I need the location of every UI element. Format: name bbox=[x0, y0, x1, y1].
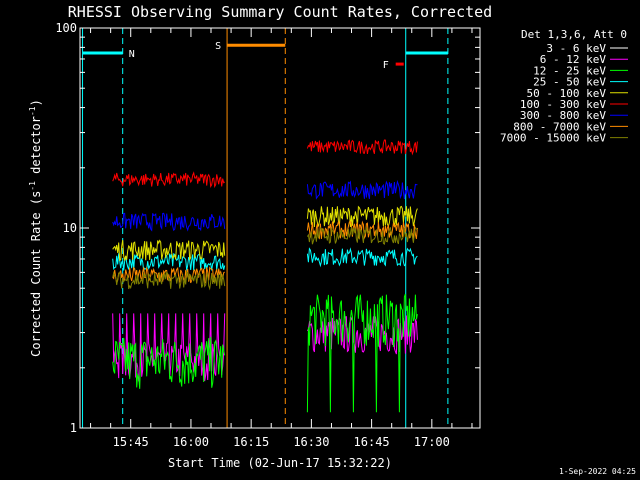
series-trace-2 bbox=[112, 336, 226, 389]
x-axis-label: Start Time (02-Jun-17 15:32:22) bbox=[168, 456, 392, 470]
y-axis-label-main: Corrected Count Rate (s bbox=[29, 191, 43, 357]
series-trace-6 bbox=[306, 179, 418, 200]
x-tick-label: 16:45 bbox=[354, 435, 390, 449]
series-trace-5 bbox=[112, 171, 226, 189]
legend-entry-label: 50 - 100 keV bbox=[527, 87, 607, 100]
legend-entry-label: 25 - 50 keV bbox=[533, 76, 606, 89]
x-tick-label: 17:00 bbox=[414, 435, 450, 449]
legend-entry-label: 12 - 25 keV bbox=[533, 64, 606, 77]
y-tick-label: 10 bbox=[63, 221, 77, 235]
series-trace-8 bbox=[112, 270, 226, 291]
series-trace-0 bbox=[112, 200, 226, 220]
night-label: N bbox=[129, 49, 135, 60]
x-tick-label: 16:30 bbox=[293, 435, 329, 449]
x-tick-label: 16:15 bbox=[233, 435, 269, 449]
series-trace-7 bbox=[112, 266, 225, 285]
series-trace-8 bbox=[306, 226, 418, 245]
y-tick-label: 100 bbox=[55, 21, 77, 35]
series-trace-5 bbox=[306, 139, 418, 156]
legend-entry-label: 6 - 12 keV bbox=[540, 53, 607, 66]
x-tick-label: 15:45 bbox=[113, 435, 149, 449]
series-trace-6 bbox=[112, 212, 226, 232]
series-trace-1 bbox=[112, 313, 226, 382]
series-trace-3 bbox=[306, 247, 418, 268]
legend-entry-label: 800 - 7000 keV bbox=[513, 120, 606, 133]
plot-layer: N S F bbox=[82, 28, 449, 428]
saa-label: S bbox=[215, 41, 221, 52]
flare-label: F bbox=[383, 60, 389, 71]
x-tick-label: 16:00 bbox=[173, 435, 209, 449]
legend-entry-label: 300 - 800 keV bbox=[520, 109, 606, 122]
legend-entry-label: 100 - 300 keV bbox=[520, 98, 606, 111]
series-trace-3 bbox=[112, 252, 226, 273]
legend-title: Det 1,3,6, Att 0 bbox=[521, 28, 627, 41]
y-axis-label: Corrected Count Rate (s-1 detector-1) bbox=[28, 99, 43, 357]
timestamp: 1-Sep-2022 04:25 bbox=[559, 467, 636, 476]
series-trace-2 bbox=[306, 293, 418, 413]
y-axis-label-mid: detector bbox=[29, 116, 43, 181]
y-tick-label: 1 bbox=[70, 421, 77, 435]
legend-entry-label: 3 - 6 keV bbox=[546, 42, 606, 55]
y-axis-label-sup2: -1 bbox=[28, 106, 37, 116]
y-axis-label-end: ) bbox=[29, 99, 43, 106]
axis-layer: 1 10 100 15:45 16:00 16:15 16:30 16:45 17:00 bbox=[55, 21, 480, 449]
series-trace-4 bbox=[112, 239, 226, 262]
series-trace-7 bbox=[306, 220, 418, 240]
chart-title: RHESSI Observing Summary Count Rates, Co… bbox=[68, 3, 492, 21]
series-trace-4 bbox=[306, 205, 418, 228]
legend-entry-label: 7000 - 15000 keV bbox=[500, 132, 606, 145]
y-axis-label-sup1: -1 bbox=[28, 181, 37, 191]
